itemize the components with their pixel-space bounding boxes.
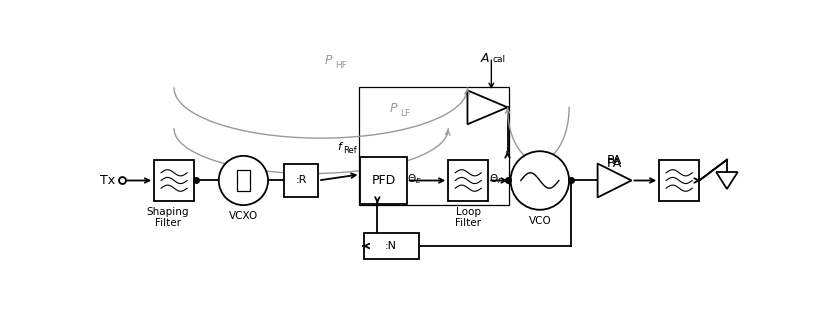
Bar	[284, 164, 318, 197]
Polygon shape	[468, 90, 508, 124]
Text: $P$: $P$	[324, 54, 334, 67]
Text: $\Theta_F$: $\Theta_F$	[489, 172, 504, 186]
Bar	[154, 160, 194, 201]
Text: PFD: PFD	[371, 174, 395, 187]
Text: PA: PA	[607, 157, 622, 171]
Text: $f$: $f$	[337, 140, 344, 152]
Circle shape	[510, 151, 569, 210]
Bar	[360, 157, 407, 204]
Text: Shaping
Filter: Shaping Filter	[147, 207, 189, 228]
Text: Loop
Filter: Loop Filter	[455, 207, 481, 228]
Text: :R: :R	[295, 176, 307, 185]
Text: $\Theta_E$: $\Theta_E$	[407, 172, 422, 186]
Polygon shape	[716, 172, 738, 189]
Text: cal: cal	[492, 55, 505, 64]
Bar	[659, 160, 699, 201]
Text: :N: :N	[385, 241, 397, 251]
Circle shape	[219, 156, 268, 205]
Text: Ref: Ref	[344, 146, 357, 155]
Bar	[448, 160, 488, 201]
Text: VCO: VCO	[529, 216, 551, 226]
Polygon shape	[598, 164, 631, 197]
Text: HF: HF	[335, 61, 347, 70]
Bar	[359, 87, 509, 205]
Bar	[364, 233, 419, 259]
Text: Tx: Tx	[99, 174, 118, 187]
Bar	[237, 171, 249, 191]
Text: $P$: $P$	[389, 102, 399, 115]
Text: $A$: $A$	[480, 52, 490, 65]
Text: PA: PA	[607, 154, 622, 167]
Text: LF: LF	[400, 109, 410, 118]
Text: VCXO: VCXO	[229, 211, 258, 221]
